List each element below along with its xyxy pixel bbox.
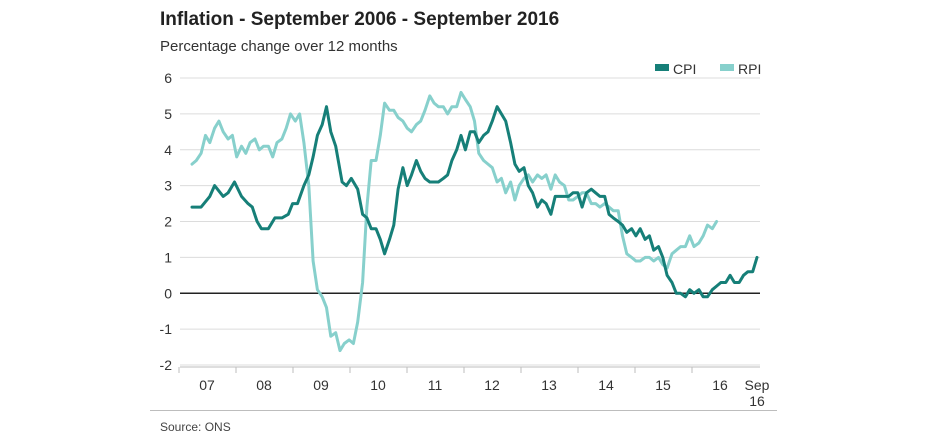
- chart-subtitle: Percentage change over 12 months: [160, 38, 398, 55]
- legend-label-rpi: RPI: [738, 61, 761, 77]
- x-tick-label: Sep: [745, 377, 770, 393]
- x-tick-label-line2: 16: [749, 393, 765, 409]
- y-tick-label: 6: [164, 70, 172, 86]
- y-tick-label: 0: [164, 285, 172, 301]
- y-tick-label: 4: [164, 142, 172, 158]
- series-line-rpi: [190, 90, 719, 353]
- x-tick-label: 13: [541, 377, 557, 393]
- y-tick-label: 5: [164, 106, 172, 122]
- legend-label-cpi: CPI: [673, 61, 696, 77]
- x-tick-label: 12: [484, 377, 500, 393]
- y-tick-label: -1: [160, 321, 173, 337]
- source-divider: [150, 410, 777, 411]
- legend-swatch-rpi: [720, 64, 734, 71]
- x-tick-label: 10: [370, 377, 386, 393]
- series-line-cpi: [190, 105, 759, 299]
- x-tick-label: 07: [199, 377, 215, 393]
- y-tick-label: 3: [164, 178, 172, 194]
- x-tick-label: 16: [712, 377, 728, 393]
- x-tick-label: 08: [256, 377, 272, 393]
- x-tick-label: 15: [655, 377, 671, 393]
- y-tick-label: -2: [160, 357, 173, 373]
- y-tick-label: 1: [164, 249, 172, 265]
- y-tick-label: 2: [164, 214, 172, 230]
- legend-swatch-cpi: [655, 64, 669, 71]
- source-note: Source: ONS: [160, 420, 231, 434]
- chart-title: Inflation - September 2006 - September 2…: [160, 9, 560, 30]
- x-tick-label: 14: [598, 377, 614, 393]
- x-tick-label: 09: [313, 377, 329, 393]
- x-tick-label: 11: [428, 377, 443, 393]
